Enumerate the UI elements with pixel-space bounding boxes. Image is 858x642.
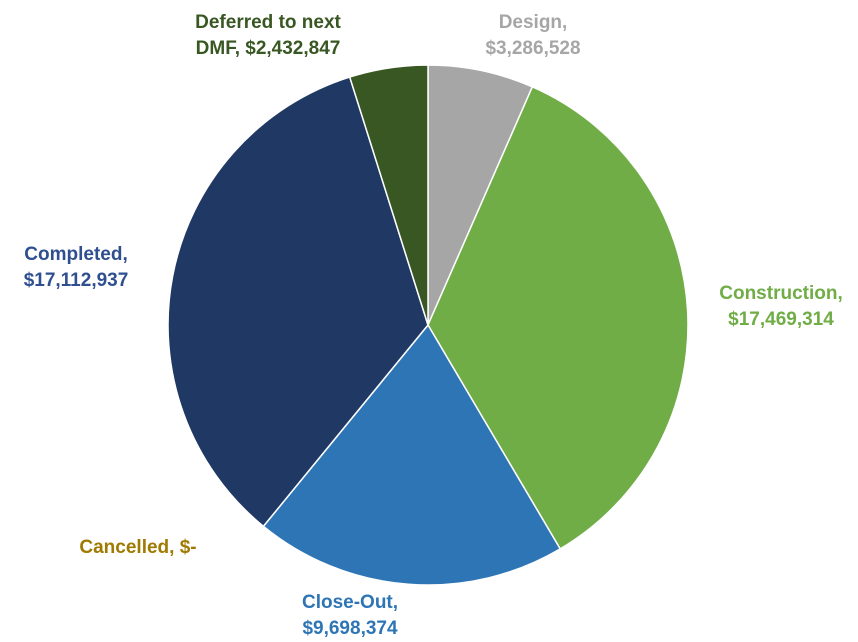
slice-label-line1: Construction, (719, 283, 843, 304)
slice-label-line1: Close-Out, (302, 592, 398, 613)
slice-label-completed: Completed, $17,112,937 (24, 244, 129, 291)
slice-label-line2: $17,112,937 (24, 270, 129, 291)
slice-label-line1: Deferred to next (195, 12, 341, 33)
slice-label-construction: Construction, $17,469,314 (719, 283, 843, 330)
slice-label-deferred-to-next-dmf: Deferred to next DMF, $2,432,847 (195, 12, 341, 59)
pie-slice-close-out (262, 323, 562, 586)
slice-label-line2: $17,469,314 (728, 309, 834, 330)
slice-label-line1: Completed, (24, 244, 127, 265)
slice-label-design: Design, $3,286,528 (485, 12, 580, 59)
slice-label-line1: Design, (499, 12, 568, 33)
slice-label-close-out: Close-Out, $9,698,374 (302, 592, 398, 639)
pie-slice-construction (427, 85, 689, 550)
slice-label-line2: $9,698,374 (302, 618, 398, 639)
slice-label-line1: Cancelled, $- (79, 537, 196, 558)
slice-label-cancelled: Cancelled, $- (79, 537, 196, 558)
slice-label-line2: $3,286,528 (485, 38, 580, 59)
slice-label-line2: DMF, $2,432,847 (196, 38, 341, 59)
pie-slice-deferred-to-next-dmf (348, 64, 429, 326)
pie-slice-completed (167, 76, 429, 528)
